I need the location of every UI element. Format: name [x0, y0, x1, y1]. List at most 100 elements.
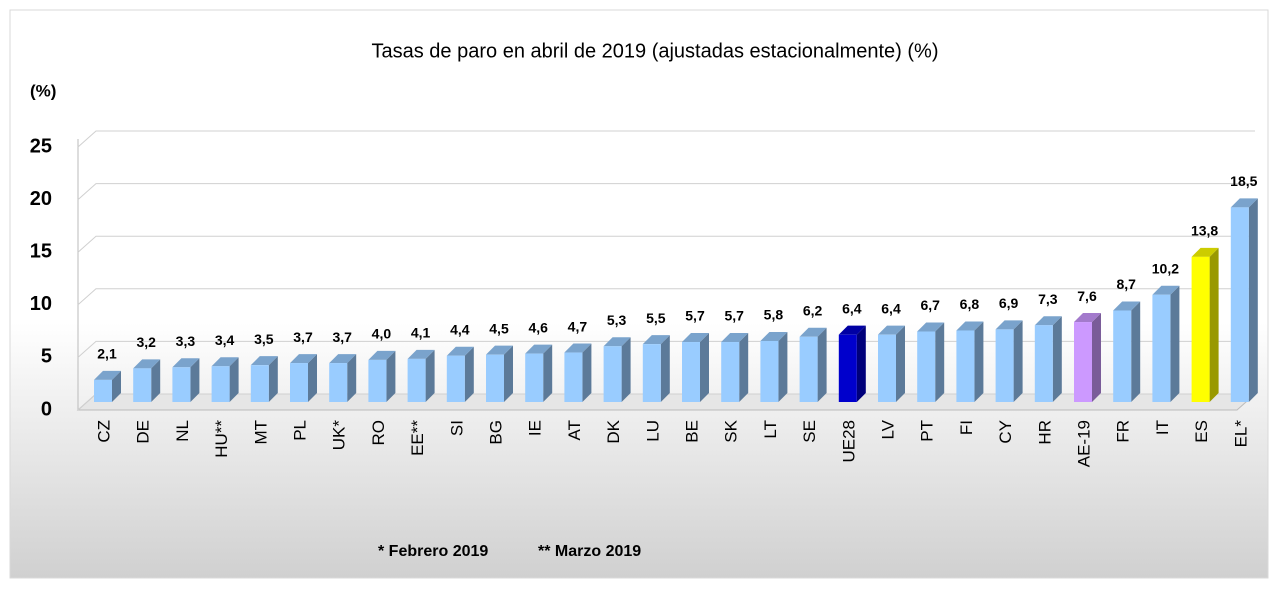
bar-side — [543, 344, 553, 402]
bar-top — [172, 358, 200, 368]
bar-top — [94, 370, 121, 380]
value-label: 2,1 — [97, 346, 117, 362]
bar — [329, 363, 348, 402]
bar-side — [190, 358, 200, 402]
value-label: 10,2 — [1152, 260, 1179, 276]
value-label: 18,5 — [1230, 173, 1257, 189]
x-tick-label: BG — [486, 420, 505, 445]
bar — [956, 330, 975, 402]
x-tick-label: LT — [761, 420, 780, 439]
bar-side — [151, 359, 161, 402]
bar — [1113, 310, 1132, 402]
value-label: 4,7 — [568, 318, 588, 334]
value-label: 3,4 — [215, 332, 235, 348]
bar-side — [425, 349, 435, 402]
x-tick-label: UK* — [330, 420, 349, 451]
bar-side — [974, 321, 984, 402]
bar-top — [368, 350, 396, 360]
bar-top — [1074, 313, 1101, 323]
y-axis-label: (%) — [30, 81, 56, 100]
bar-top — [250, 356, 278, 366]
bar — [290, 363, 308, 402]
value-label: 7,6 — [1077, 288, 1097, 304]
bar — [525, 353, 544, 402]
grid-line — [77, 340, 1255, 358]
x-tick-label: DK — [604, 419, 623, 443]
value-label: 3,7 — [332, 329, 352, 345]
grid-line — [77, 235, 1255, 253]
bar-side — [1052, 316, 1062, 402]
value-label: 6,7 — [920, 297, 940, 313]
bar-side — [386, 350, 396, 402]
value-label: 7,3 — [1038, 291, 1058, 307]
bar — [721, 342, 740, 402]
chart-frame — [9, 9, 1269, 579]
bar — [1152, 294, 1171, 402]
bar-top — [1152, 285, 1180, 295]
bar — [211, 366, 230, 402]
bar-side — [856, 325, 866, 402]
bar-side — [817, 327, 827, 402]
x-tick-label: HR — [1035, 420, 1054, 445]
bar-side — [1209, 247, 1219, 402]
value-label: 5,3 — [607, 312, 627, 328]
x-tick-label: MT — [251, 420, 270, 445]
footnote: ** Marzo 2019 — [538, 543, 641, 560]
bar-top — [564, 343, 592, 353]
bar — [446, 355, 465, 402]
value-label: 5,5 — [646, 310, 666, 326]
x-tick-label: PL — [290, 420, 309, 441]
bar-side — [1131, 301, 1141, 402]
bar-side — [1248, 198, 1258, 402]
value-label: 3,3 — [176, 333, 196, 349]
bar-side — [347, 354, 357, 402]
bar-side — [739, 333, 749, 402]
bar-top — [525, 344, 553, 354]
value-label: 4,6 — [528, 319, 548, 335]
x-tick-label: IE — [526, 420, 545, 436]
value-label: 6,2 — [803, 302, 823, 318]
bar-side — [268, 356, 278, 402]
value-label: 4,0 — [372, 326, 392, 342]
bar-side — [896, 325, 905, 402]
value-label: 3,2 — [136, 334, 156, 350]
x-tick-label: LU — [643, 420, 662, 442]
value-label: 6,4 — [842, 300, 862, 316]
bar-side — [1170, 285, 1180, 402]
chart-title: Tasas de paro en abril de 2019 (ajustada… — [372, 40, 939, 62]
bar-top — [211, 357, 239, 367]
y-tick-label: 0 — [41, 398, 52, 420]
bar — [838, 334, 857, 402]
x-tick-label: SI — [447, 420, 466, 436]
bar-side — [660, 335, 670, 402]
bar — [250, 365, 269, 402]
x-tick-label: FI — [957, 420, 976, 435]
value-label: 4,5 — [489, 320, 509, 336]
bar-side — [778, 331, 788, 402]
x-tick-label: NL — [173, 420, 192, 442]
x-tick-label: AE-19 — [1074, 420, 1093, 467]
x-tick-label: CY — [996, 420, 1015, 444]
bar-top — [446, 346, 474, 356]
bar-side — [700, 333, 709, 402]
bar-top — [917, 322, 945, 332]
x-tick-label: EL* — [1231, 420, 1250, 448]
bar — [682, 342, 700, 402]
footnote: * Febrero 2019 — [378, 543, 488, 560]
bar-top — [760, 331, 788, 341]
y-tick-label: 10 — [30, 293, 52, 315]
y-tick-label: 20 — [30, 188, 52, 210]
grid-line — [77, 130, 1255, 148]
bar-side — [464, 346, 474, 402]
bar — [486, 354, 504, 402]
bar — [1230, 207, 1249, 402]
bar — [133, 368, 152, 402]
bar-top — [1113, 301, 1141, 311]
x-tick-label: AT — [565, 420, 584, 440]
bar-side — [112, 370, 121, 402]
value-label: 6,8 — [960, 296, 980, 312]
bar-top — [799, 327, 827, 337]
bar-top — [290, 354, 317, 364]
bar — [407, 358, 426, 402]
bar — [760, 340, 779, 402]
